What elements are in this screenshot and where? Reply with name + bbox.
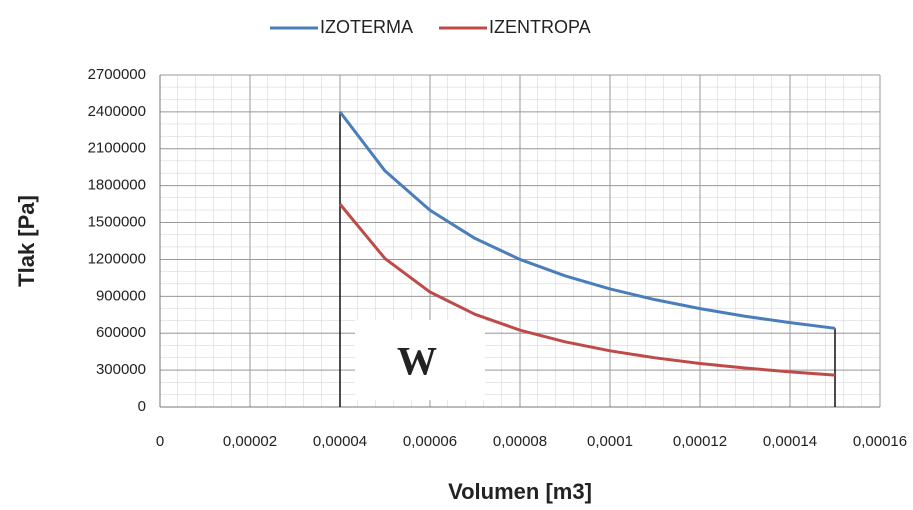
y-tick-label: 0 bbox=[138, 398, 146, 415]
x-tick-label: 0,00002 bbox=[223, 433, 277, 450]
y-tick-label: 1800000 bbox=[88, 177, 146, 194]
x-tick-label: 0,00016 bbox=[853, 433, 907, 450]
x-tick-label: 0,00008 bbox=[493, 433, 547, 450]
y-tick-label: 2700000 bbox=[88, 66, 146, 83]
x-tick-label: 0,00006 bbox=[403, 433, 457, 450]
annotation-box bbox=[355, 320, 485, 401]
y-tick-label: 1200000 bbox=[88, 250, 146, 267]
x-tick-label: 0,00012 bbox=[673, 433, 727, 450]
x-tick-label: 0 bbox=[156, 433, 164, 450]
y-axis-title: Tlak [Pa] bbox=[14, 195, 39, 287]
y-tick-label: 2100000 bbox=[88, 140, 146, 157]
series-line bbox=[338, 203, 836, 377]
x-tick-label: 0,00004 bbox=[313, 433, 367, 450]
y-tick-label: 300000 bbox=[96, 361, 146, 378]
legend-label: IZENTROPA bbox=[489, 17, 591, 37]
legend-label: IZOTERMA bbox=[320, 17, 413, 37]
y-tick-label: 900000 bbox=[96, 287, 146, 304]
y-tick-label: 2400000 bbox=[88, 103, 146, 120]
x-axis-title: Volumen [m3] bbox=[448, 479, 592, 504]
x-tick-label: 0,00014 bbox=[763, 433, 817, 450]
y-tick-label: 600000 bbox=[96, 324, 146, 341]
x-tick-label: 0,0001 bbox=[587, 433, 633, 450]
series-line bbox=[338, 110, 836, 330]
annotation: W bbox=[397, 338, 437, 383]
y-tick-label: 1500000 bbox=[88, 214, 146, 231]
